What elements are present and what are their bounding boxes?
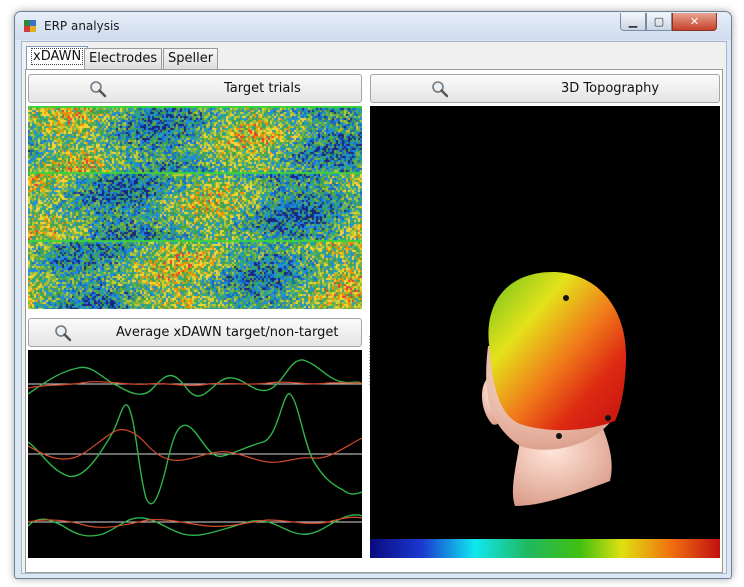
electrode-marker — [556, 433, 562, 439]
curves-svg — [27, 359, 363, 537]
maximize-icon: ▢ — [653, 15, 665, 28]
close-button[interactable]: ✕ — [672, 13, 717, 31]
target-curve-1 — [27, 359, 363, 397]
scalp-topography — [488, 271, 627, 431]
tab-electrodes-label: Electrodes — [89, 51, 158, 66]
target-curve-3 — [27, 514, 363, 537]
target-trials-label: Target trials — [224, 81, 301, 96]
heatmap-canvas — [28, 106, 362, 309]
tab-speller-label: Speller — [168, 51, 214, 66]
tab-electrodes[interactable]: Electrodes — [84, 48, 163, 69]
minimize-button[interactable]: ▁ — [620, 13, 646, 31]
color-scale-bar — [370, 539, 720, 558]
tab-xdawn[interactable]: xDAWN — [26, 46, 89, 69]
topography-label: 3D Topography — [561, 81, 660, 96]
tab-speller[interactable]: Speller — [163, 48, 219, 69]
erp-analysis-window: ERP analysis ▁ ▢ ✕ xDAWN Electrodes Spel… — [14, 11, 732, 579]
client-area: xDAWN Electrodes Speller Target trials — [21, 41, 727, 574]
maximize-button[interactable]: ▢ — [646, 13, 672, 31]
nontarget-curve-1 — [27, 380, 363, 389]
average-xdawn-button[interactable]: Average xDAWN target/non-target — [28, 318, 362, 347]
target-trials-button[interactable]: Target trials — [28, 74, 362, 103]
electrode-marker — [563, 295, 569, 301]
topography-button[interactable]: 3D Topography — [370, 74, 720, 103]
window-title: ERP analysis — [44, 19, 120, 33]
app-icon — [24, 20, 36, 32]
target-trials-heatmap[interactable] — [28, 106, 362, 309]
target-curve-2 — [27, 393, 363, 505]
minimize-icon: ▁ — [628, 15, 638, 28]
nontarget-curve-2 — [27, 429, 363, 463]
magnifier-icon — [55, 325, 72, 342]
title-bar[interactable]: ERP analysis ▁ ▢ ✕ — [15, 12, 731, 40]
vertical-splitter-handle[interactable] — [368, 335, 371, 385]
topography-3d-view[interactable] — [370, 106, 720, 558]
average-xdawn-label: Average xDAWN target/non-target — [116, 325, 339, 340]
close-icon: ✕ — [689, 15, 700, 28]
electrode-marker — [605, 415, 611, 421]
head-model — [370, 271, 720, 558]
tab-xdawn-label: xDAWN — [31, 48, 84, 65]
magnifier-icon — [432, 81, 449, 98]
xdawn-tab-page: Target trials Average xDAWN target/non-t… — [25, 69, 723, 573]
magnifier-icon — [90, 81, 107, 98]
nontarget-curve-3 — [27, 516, 363, 528]
average-curves-plot[interactable] — [27, 350, 363, 558]
